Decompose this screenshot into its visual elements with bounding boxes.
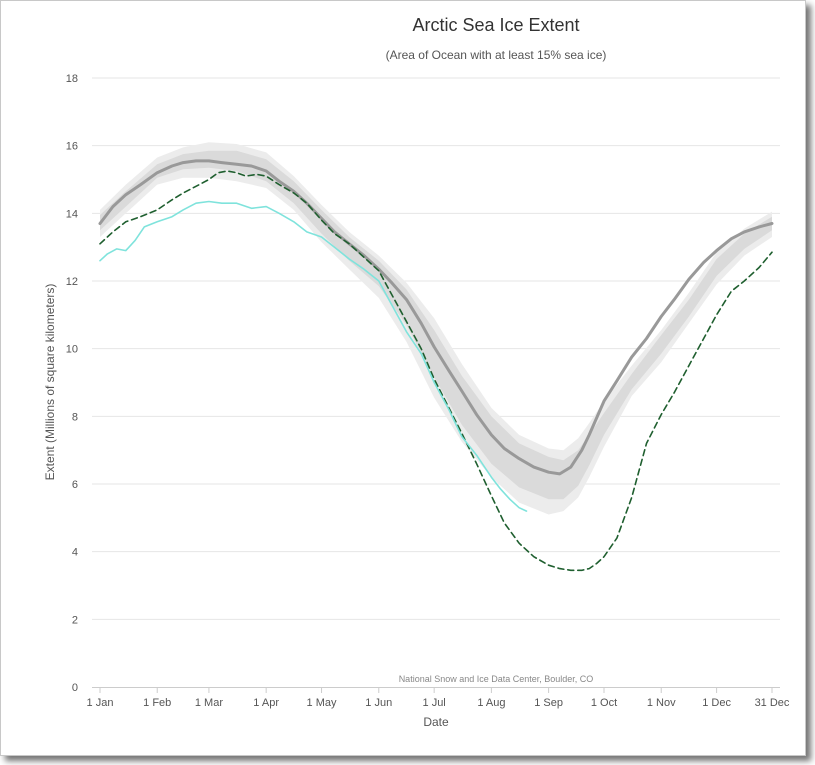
y-tick-label: 10	[66, 344, 78, 356]
y-tick-label: 8	[72, 411, 78, 423]
y-tick-label: 0	[72, 682, 78, 694]
x-tick-label: 1 Nov	[647, 697, 676, 709]
y-tick-label: 12	[66, 276, 78, 288]
x-tick-label: 1 Dec	[702, 697, 731, 709]
y-tick-label: 6	[72, 479, 78, 491]
range-bands	[100, 142, 772, 515]
current-year-line	[99, 200, 528, 512]
y-tick-label: 14	[66, 208, 78, 220]
x-tick-label: 1 Feb	[143, 697, 171, 709]
record-low-line	[99, 170, 773, 572]
chart-title: Arctic Sea Ice Extent	[412, 15, 579, 35]
chart-credit: National Snow and Ice Data Center, Bould…	[399, 674, 594, 684]
series-lines	[98, 159, 774, 572]
x-tick-label: 31 Dec	[755, 697, 790, 709]
y-tick-label: 16	[66, 141, 78, 153]
y-tick-label: 4	[72, 547, 78, 559]
x-axis-label: Date	[423, 715, 449, 729]
chart-frame	[0, 0, 806, 756]
x-axis-ticks: 1 Jan 1 Feb 1 Mar 1 Apr 1 May 1 Jun 1 Jul 1 Aug…	[87, 687, 790, 709]
y-axis-ticks: 0 2 4 6 8 10 12 14 16 18	[66, 73, 78, 694]
x-tick-label: 1 May	[307, 697, 337, 709]
chart-subtitle: (Area of Ocean with at least 15% sea ice…	[386, 48, 607, 62]
grid	[92, 77, 780, 620]
x-tick-label: 1 Oct	[591, 697, 617, 709]
x-tick-label: 1 Mar	[195, 697, 223, 709]
y-axis-label: Extent (Millions of square kilometers)	[43, 284, 57, 481]
x-tick-label: 1 Sep	[534, 697, 563, 709]
median-line	[98, 159, 774, 476]
x-tick-label: 1 Aug	[477, 697, 505, 709]
x-tick-label: 1 Jan	[87, 697, 114, 709]
y-tick-label: 18	[66, 73, 78, 85]
x-tick-label: 1 Jun	[365, 697, 392, 709]
x-tick-label: 1 Apr	[253, 697, 279, 709]
y-tick-label: 2	[72, 614, 78, 626]
x-tick-label: 1 Jul	[423, 697, 446, 709]
